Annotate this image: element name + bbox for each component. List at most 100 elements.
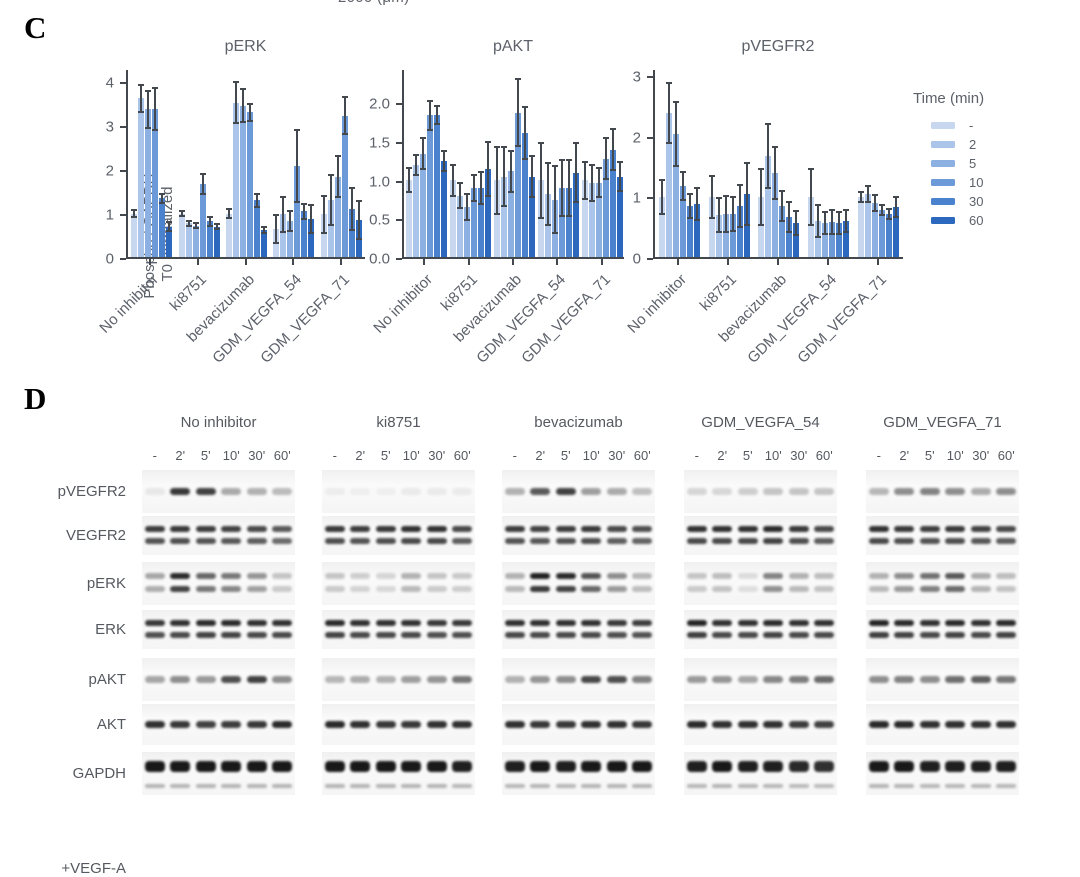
error-bar-cap-bottom — [280, 230, 287, 233]
bar — [334, 70, 341, 257]
blot-lane — [735, 516, 761, 555]
error-bar — [560, 158, 563, 218]
protein-band — [945, 721, 966, 729]
blot-lane — [761, 704, 787, 745]
y-tick — [647, 76, 653, 79]
blot-lane — [168, 704, 194, 745]
blot-lane — [917, 658, 943, 701]
protein-band — [737, 573, 758, 580]
bar — [348, 70, 355, 257]
protein-band — [945, 783, 966, 788]
protein-band — [426, 631, 447, 638]
legend-item-label: - — [969, 118, 974, 133]
bar-fill — [595, 182, 602, 257]
bar — [199, 70, 206, 257]
protein-band — [170, 620, 191, 627]
error-bar-cap-bottom — [192, 227, 199, 230]
error-bar-cap-top — [320, 194, 327, 197]
protein-band — [894, 761, 915, 773]
error-bar-cap-top — [178, 210, 185, 213]
protein-band — [272, 537, 293, 544]
protein-band — [712, 631, 733, 638]
blot-lane — [322, 516, 348, 555]
bar — [287, 70, 294, 257]
bar-fill — [301, 211, 308, 257]
blot-lane — [786, 658, 812, 701]
blot-lane — [761, 562, 787, 605]
error-bar-cap-top — [595, 167, 602, 170]
error-bar — [442, 150, 445, 172]
error-bar — [215, 223, 218, 231]
error-bar — [407, 167, 410, 194]
error-bar-cap-bottom — [715, 231, 722, 234]
bar — [729, 70, 736, 257]
protein-band — [763, 586, 784, 593]
protein-band — [246, 761, 267, 773]
protein-band — [996, 620, 1017, 627]
protein-band — [632, 537, 653, 544]
blot-lane — [761, 516, 787, 555]
blot-lane — [348, 704, 374, 745]
protein-band — [144, 631, 165, 638]
error-bar-cap-top — [815, 204, 822, 207]
error-bar-cap-top — [836, 210, 843, 213]
protein-band — [737, 676, 758, 684]
legend-item: 30 — [913, 192, 984, 211]
bar — [822, 70, 829, 257]
protein-band — [868, 526, 889, 533]
protein-band — [195, 586, 216, 593]
error-bar-cap-bottom — [864, 201, 871, 204]
blot-lane — [892, 658, 918, 701]
error-bar-cap-top — [708, 174, 715, 177]
protein-band — [195, 537, 216, 544]
chart-title: pVEGFR2 — [741, 38, 815, 55]
protein-band — [737, 620, 758, 627]
protein-band — [144, 488, 165, 496]
blot-image — [502, 704, 655, 745]
protein-band — [868, 676, 889, 684]
error-bar-cap-bottom — [131, 215, 138, 218]
error-bar-cap-top — [680, 171, 687, 174]
blot-lane — [684, 610, 710, 649]
protein-band — [144, 620, 165, 627]
error-bar — [817, 204, 820, 238]
blot-lane — [399, 516, 425, 555]
protein-band — [945, 620, 966, 627]
protein-band — [272, 783, 293, 788]
legend-items: - 2 5 10 30 60 — [913, 116, 984, 230]
error-bar — [147, 89, 150, 129]
protein-band — [996, 573, 1017, 580]
error-bar — [208, 216, 211, 227]
error-bar — [539, 142, 542, 219]
bar — [178, 70, 185, 257]
x-tick — [556, 259, 559, 265]
blot-lane — [142, 610, 168, 649]
blot-lane — [424, 704, 450, 745]
blot-lane — [812, 562, 838, 605]
error-bar-cap-top — [192, 222, 199, 225]
blot-image — [866, 470, 1019, 513]
bar-fill — [294, 165, 301, 257]
y-tick-label: 1.0 — [369, 173, 390, 191]
protein-band — [763, 631, 784, 638]
protein-band — [504, 586, 525, 593]
blot-lane — [735, 658, 761, 701]
bar-fill — [192, 225, 199, 257]
protein-band — [426, 488, 447, 496]
blot-image — [502, 562, 655, 605]
protein-band — [221, 783, 242, 788]
legend-swatch — [931, 198, 955, 205]
bar-fill — [412, 165, 419, 257]
blot-lane — [917, 752, 943, 795]
protein-band — [632, 631, 653, 638]
protein-band — [763, 537, 784, 544]
error-bar — [724, 194, 727, 234]
error-bar — [414, 154, 417, 176]
error-bar-cap-top — [327, 173, 334, 176]
bar — [793, 70, 800, 257]
blot-lane — [168, 470, 194, 513]
blot-image — [322, 516, 475, 555]
bar — [206, 70, 213, 257]
bar-fill — [694, 204, 701, 257]
blot-lane — [424, 752, 450, 795]
